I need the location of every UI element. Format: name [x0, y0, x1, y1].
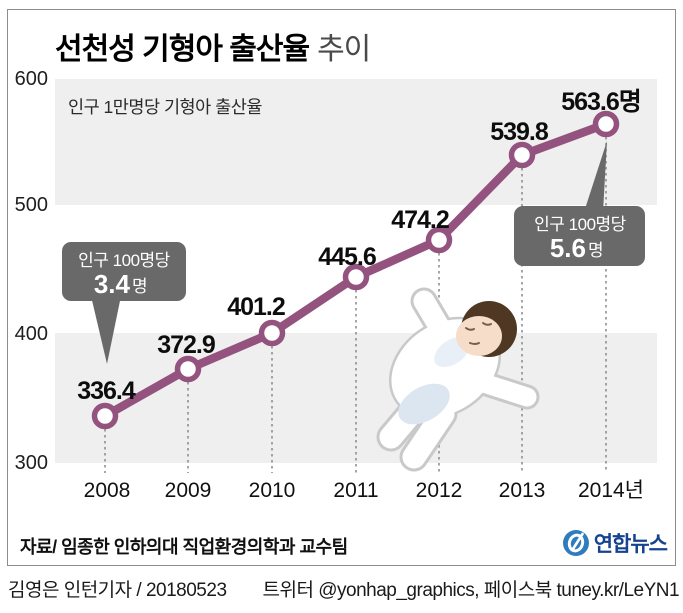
callout-2014-shape — [514, 141, 645, 266]
value-label-2011: 445.6 — [318, 243, 376, 271]
callout-2008-value: 3.4 — [94, 269, 131, 299]
value-label-2013: 539.8 — [490, 118, 549, 146]
x-tick-2010: 2010 — [249, 479, 296, 502]
x-tick-2011: 2011 — [333, 479, 378, 502]
x-tick-2012: 2012 — [416, 479, 463, 502]
value-label-2014: 563.6명 — [561, 88, 641, 116]
marker-2008 — [91, 402, 119, 430]
callout-2008-tail — [91, 296, 121, 364]
callout-2008-box — [62, 242, 186, 301]
source-note: 자료/ 임종한 인하의대 직업환경의학과 교수팀 — [20, 537, 348, 557]
baby-eye-right — [482, 322, 492, 326]
baby-eyes — [465, 322, 492, 345]
callout-2014-tail — [584, 141, 607, 212]
yonhap-logo: 연합뉴스 — [562, 528, 668, 558]
y-tick-300: 300 — [15, 452, 48, 474]
callout-2014: 인구 100명당 5.6 명 — [514, 141, 645, 266]
chart-subtitle: 인구 1만명당 기형아 출산율 — [68, 97, 262, 117]
callout-2014-box — [514, 206, 645, 266]
y-tick-400: 400 — [15, 323, 48, 345]
x-tick-2014: 2014년 — [578, 479, 644, 502]
callout-2008-shape — [62, 242, 186, 364]
yonhap-logo-slash — [571, 532, 584, 551]
value-label-2010: 401.2 — [227, 293, 285, 321]
credit-line: 김영은 인턴기자 / 20180523 트위터 @yonhap_graphics,… — [8, 575, 680, 602]
callout-2008-unit: 명 — [132, 277, 148, 296]
yonhap-logo-text: 연합뉴스 — [593, 533, 668, 556]
callout-2008: 인구 100명당 3.4 명 — [62, 242, 186, 364]
baby-illustration — [376, 287, 540, 472]
callout-2014-unit: 명 — [588, 241, 604, 260]
credit-social: 트위터 @yonhap_graphics, 페이스북 tuney.kr/LeYN… — [262, 580, 680, 601]
y-axis: 600 500 400 300 — [15, 68, 48, 474]
baby-leg2 — [402, 402, 455, 469]
y-tick-500: 500 — [15, 194, 48, 216]
marker-2009 — [174, 355, 202, 383]
x-tick-2009: 2009 — [165, 479, 212, 502]
marker-2010 — [258, 319, 286, 347]
baby-mouth — [469, 342, 480, 345]
chart-title-main: 선천성 기형아 출산율 — [55, 33, 310, 66]
callout-2008-line1: 인구 100명당 — [78, 251, 171, 270]
callout-2014-line1: 인구 100명당 — [534, 215, 627, 234]
baby-face — [456, 316, 502, 356]
chart-title: 선천성 기형아 출산율 추이 — [55, 24, 371, 68]
chart-title-suffix: 추이 — [317, 33, 371, 66]
baby-diaper-shading — [398, 383, 450, 425]
trend-series — [91, 110, 620, 430]
baby-arm-side — [458, 368, 537, 407]
value-label-2009: 372.9 — [157, 331, 215, 359]
marker-2012 — [425, 226, 453, 254]
value-labels: 336.4 372.9 401.2 445.6 474.2 539.8 563.… — [77, 88, 642, 405]
marker-2014 — [592, 110, 620, 138]
baby-arm-raised — [413, 290, 461, 356]
y-tick-600: 600 — [15, 68, 48, 90]
yonhap-logo-ring — [567, 533, 584, 553]
baby-eye-left — [465, 327, 475, 331]
credit-byline: 김영은 인턴기자 / 20180523 — [8, 580, 227, 601]
x-tick-2008: 2008 — [84, 479, 131, 502]
value-label-2008: 336.4 — [77, 377, 136, 405]
marker-2013 — [508, 141, 536, 169]
x-axis: 2008 2009 2010 2011 2012 2013 2014년 — [84, 479, 644, 502]
x-tick-2013: 2013 — [499, 479, 546, 502]
callout-2014-value: 5.6 — [550, 233, 586, 263]
marker-2011 — [342, 263, 370, 291]
value-label-2012: 474.2 — [391, 206, 449, 234]
yonhap-logo-icon — [562, 530, 589, 556]
